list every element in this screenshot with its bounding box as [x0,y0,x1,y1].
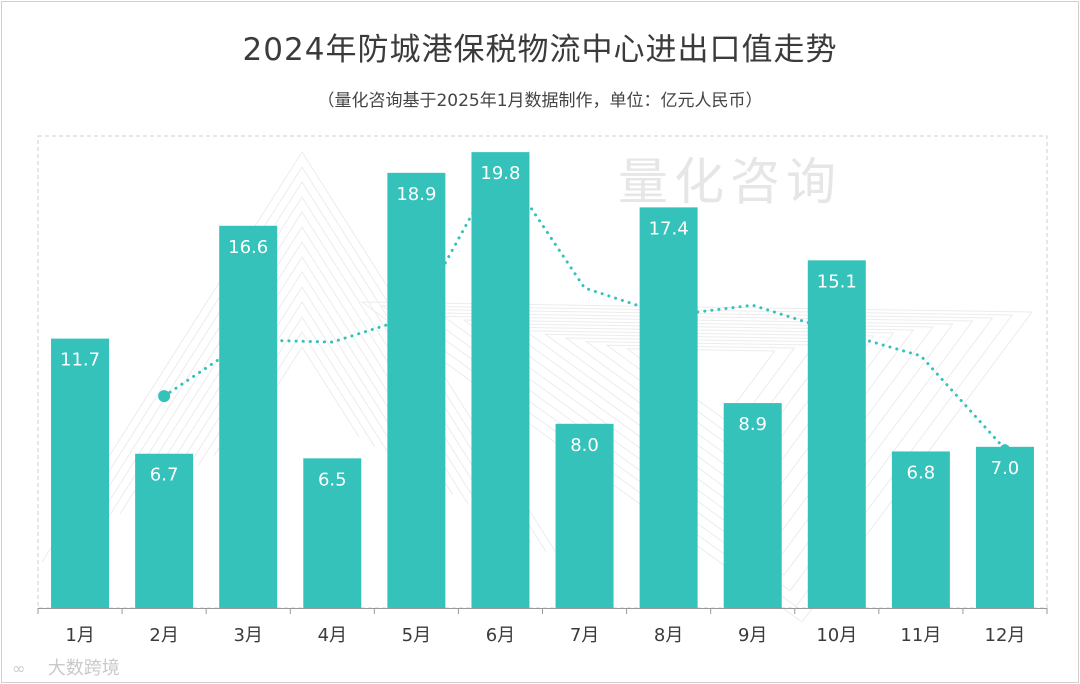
bar-7 [555,423,614,608]
x-tick-label-3: 3月 [233,625,262,646]
data-label-7: 8.0 [570,435,599,456]
bar-3 [219,225,278,609]
bar-8 [639,207,698,608]
x-tick-label-8: 8月 [654,625,683,646]
bar-5 [387,172,446,608]
bar-12 [975,446,1034,608]
x-tick-label-12: 12月 [985,625,1026,646]
data-label-1: 11.7 [60,350,100,371]
watermark: 量化咨询 [618,153,842,211]
trend-end-point [999,444,1010,455]
x-tick-label-6: 6月 [486,625,515,646]
pattern-line [72,181,532,544]
bar-10 [807,260,866,608]
data-label-10: 15.1 [817,271,857,292]
data-label-11: 6.8 [907,462,936,483]
bar-6 [471,152,530,609]
x-tick-label-2: 2月 [149,625,178,646]
bar-1 [51,338,110,608]
trend-start-point [158,390,171,403]
x-tick-label-1: 1月 [65,625,94,646]
trend-line [162,159,1007,451]
pattern-line [57,166,547,553]
data-label-2: 6.7 [150,465,179,486]
brand-name: 大数跨境 [47,658,120,679]
data-label-3: 16.6 [228,237,268,258]
data-label-5: 18.9 [396,184,436,205]
pattern-line [181,286,423,476]
data-label-8: 17.4 [649,218,689,239]
bar-2 [135,453,194,608]
brand-infinity-icon: ∞ [12,659,26,678]
x-tick-label-11: 11月 [900,625,941,646]
chart-title: 2024年防城港保税物流中心进出口值走势 [242,32,838,68]
bar-4 [303,458,362,608]
plot-area-border [37,135,1048,609]
x-tick-label-9: 9月 [738,625,767,646]
x-tick-label-5: 5月 [402,625,431,646]
x-tick-label-7: 7月 [570,625,599,646]
chart-subtitle: （量化咨询基于2025年1月数据制作，单位：亿元人民币） [317,91,763,111]
bar-9 [723,403,782,608]
x-tick-label-4: 4月 [318,625,347,646]
data-label-9: 8.9 [738,414,767,435]
brand-logo: ∞ 大数跨境 [12,654,120,680]
data-label-4: 6.5 [318,469,347,490]
data-label-12: 7.0 [991,458,1020,479]
data-label-6: 19.8 [480,163,520,184]
x-tick-label-10: 10月 [816,625,857,646]
bar-11 [891,451,950,608]
